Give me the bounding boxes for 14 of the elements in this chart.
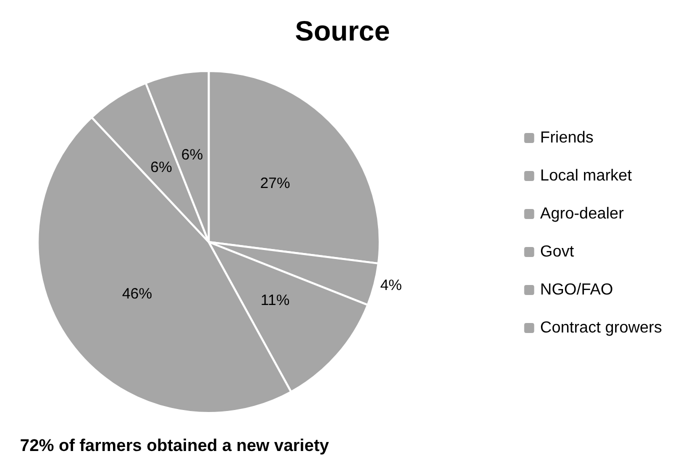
chart-title: Source [295, 16, 390, 46]
legend-label: Friends [540, 130, 594, 146]
data-label: 6% [181, 146, 203, 164]
data-label: 6% [150, 158, 172, 176]
data-label: 4% [380, 277, 402, 294]
text: 72% of farmers obtained a new variety [20, 436, 330, 455]
legend-label: Agro-dealer [540, 206, 624, 222]
data-label: 46% [122, 286, 152, 303]
data-label: 11% [260, 292, 290, 310]
legend-label: Local market [540, 168, 632, 184]
legend-label: NGO/FAO [540, 282, 614, 298]
data-label: 27% [260, 174, 290, 192]
legend-label: Govt [540, 244, 575, 260]
legend-label: Contract growers [540, 320, 662, 336]
